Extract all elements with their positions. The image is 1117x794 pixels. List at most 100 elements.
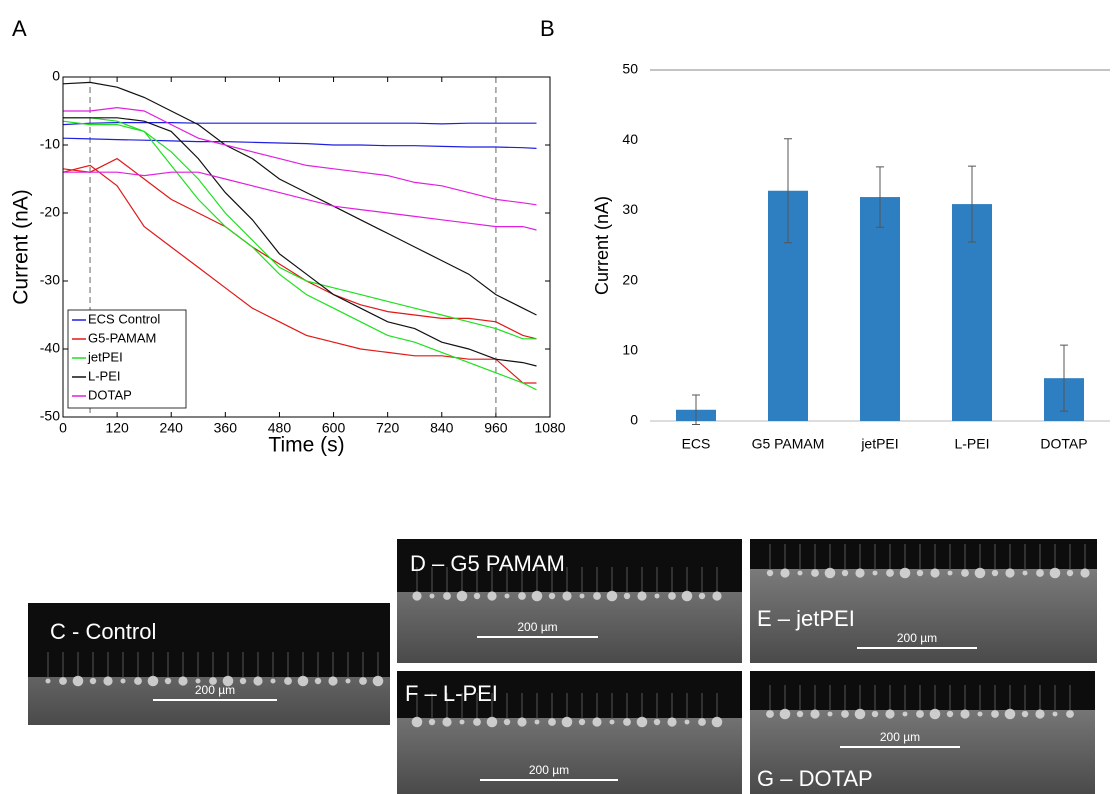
cell (1022, 570, 1028, 576)
cell (991, 710, 999, 718)
cell (345, 678, 351, 684)
cell (284, 677, 292, 685)
trace (63, 106, 537, 206)
cell (473, 718, 481, 726)
micrograph: C - Control 200 µm (28, 603, 390, 725)
cell (412, 591, 422, 601)
cell (1005, 568, 1015, 578)
y-tick-label: -50 (40, 408, 60, 424)
cell (531, 590, 543, 602)
micrograph: E – jetPEI 200 µm (750, 539, 1097, 663)
y-axis-label: Current (nA) (592, 196, 612, 295)
cell (534, 719, 540, 725)
trace (63, 171, 537, 231)
cell (579, 593, 585, 599)
legend-label: ECS Control (88, 311, 160, 326)
cell (195, 678, 201, 684)
cell (961, 569, 969, 577)
x-tick-label: L-PEI (954, 436, 989, 452)
y-tick-label: 0 (630, 412, 638, 428)
image-dark (750, 671, 1095, 710)
legend-label: jetPEI (87, 349, 123, 364)
legend-label: L-PEI (88, 368, 121, 383)
y-tick-label: 50 (622, 61, 638, 77)
cell (796, 710, 804, 718)
cell (314, 677, 322, 685)
error-bar (692, 394, 700, 426)
cell (134, 677, 142, 685)
cell (443, 592, 451, 600)
panel-label: A (12, 16, 27, 41)
cell (606, 590, 618, 602)
y-tick-label: -10 (40, 136, 60, 152)
y-tick-label: 0 (52, 68, 60, 84)
y-axis-label: Current (nA) (10, 189, 33, 305)
cell (372, 675, 384, 687)
cell (103, 676, 113, 686)
image-dark (750, 539, 1097, 569)
cell (429, 593, 435, 599)
cell (899, 567, 911, 579)
y-tick-label: -30 (40, 272, 60, 288)
micrograph: G – DOTAP 200 µm (750, 671, 1095, 794)
cell (411, 716, 423, 728)
cell (1021, 710, 1029, 718)
cell (960, 709, 970, 719)
scale-label: 200 µm (880, 730, 920, 744)
legend-box (67, 309, 187, 409)
cell (811, 569, 819, 577)
cell (797, 570, 803, 576)
cell (681, 590, 693, 602)
y-tick-label: -20 (40, 204, 60, 220)
cell (711, 716, 723, 728)
cell (1049, 567, 1061, 579)
trace (62, 120, 537, 391)
x-tick-label: 1080 (534, 420, 565, 436)
x-tick-label: 360 (214, 420, 238, 436)
cell (824, 567, 836, 579)
cell (653, 718, 661, 726)
cell (1066, 710, 1074, 718)
cell (178, 676, 188, 686)
cell (504, 593, 510, 599)
x-axis-label: Time (s) (268, 434, 344, 457)
cell (548, 718, 556, 726)
cell (623, 718, 631, 726)
cell (916, 569, 924, 577)
scale-label: 200 µm (897, 631, 937, 645)
cell (885, 709, 895, 719)
y-tick-label: 30 (622, 201, 638, 217)
x-tick-label: 120 (105, 420, 129, 436)
bar (860, 197, 900, 421)
x-tick-label: 600 (322, 420, 346, 436)
cell (623, 592, 631, 600)
cell (593, 592, 601, 600)
panel-label: B (540, 16, 555, 41)
cell (592, 717, 602, 727)
cell (1052, 711, 1058, 717)
cell (59, 677, 67, 685)
scale-label: 200 µm (195, 683, 235, 697)
cell (503, 718, 511, 726)
cell (974, 567, 986, 579)
x-tick-label: 480 (268, 420, 292, 436)
cell (518, 592, 526, 600)
legend-label: DOTAP (88, 387, 132, 402)
scale-label: 200 µm (517, 620, 557, 634)
cell (164, 677, 172, 685)
trace (62, 164, 537, 384)
x-tick-label: 840 (430, 420, 454, 436)
image-dark (28, 603, 390, 677)
x-tick-label: ECS (682, 436, 711, 452)
cell (916, 710, 924, 718)
cell (810, 709, 820, 719)
cell (89, 677, 97, 685)
cell (72, 675, 84, 687)
cell (991, 569, 999, 577)
cell (609, 719, 615, 725)
error-bar (784, 138, 792, 244)
legend-label: G5-PAMAM (88, 330, 156, 345)
error-bar (876, 166, 884, 228)
cell (45, 678, 51, 684)
